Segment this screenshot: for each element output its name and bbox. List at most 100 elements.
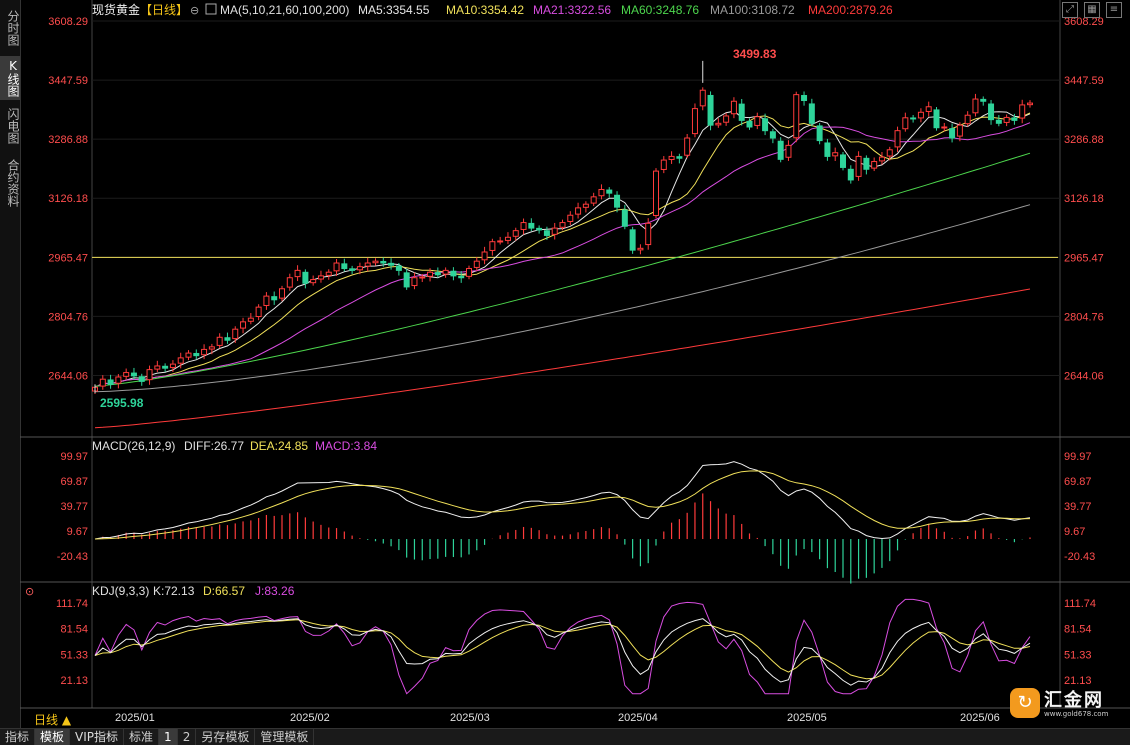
candle-body [777, 140, 784, 160]
kdj-k-line [94, 618, 1031, 686]
candle-body [403, 272, 410, 288]
candle-body [115, 376, 122, 384]
candle-body [536, 227, 543, 231]
settings-icon[interactable]: ⊖ [190, 5, 199, 17]
candle-body [169, 363, 176, 369]
candle-body [154, 365, 161, 370]
month-label: 2025/03 [450, 712, 490, 724]
candle-body [310, 279, 317, 284]
candle-body [910, 117, 917, 120]
save-template-button[interactable]: 另存模板 [196, 729, 256, 745]
price-tick-left: 3608.29 [48, 16, 88, 28]
candle-body [224, 337, 231, 341]
candle-body [146, 369, 153, 381]
candle-body [123, 372, 130, 377]
kdj-label: KDJ(9,3,3) [92, 584, 149, 598]
ma-label: MA(5,10,21,60,100,200) [220, 3, 349, 17]
layout-1-button[interactable]: 1 [159, 729, 178, 745]
kdj-tick-left: 21.13 [60, 675, 88, 687]
axis-ticks: 3608.29 3608.29 3447.59 3447.59 3286.88 3286.… [48, 16, 1104, 383]
candle-body [575, 207, 582, 215]
candle-body [162, 365, 169, 369]
layout-2-button[interactable]: 2 [178, 729, 197, 745]
macd-label: MACD(26,12,9) [92, 439, 175, 453]
candle-body [878, 156, 885, 162]
candle-body [341, 263, 348, 270]
price-tick-right: 3286.88 [1064, 134, 1104, 146]
candle-body [949, 128, 956, 139]
candle-body [863, 157, 870, 170]
candle-body [762, 118, 769, 132]
month-label: 2025/02 [290, 712, 330, 724]
kdj-tick-left: 81.54 [60, 624, 88, 636]
candle-body [676, 156, 683, 159]
candle-body [738, 103, 745, 121]
high-price-label: 3499.83 [733, 47, 777, 61]
candle-body [707, 94, 714, 126]
ma60-line [94, 152, 1031, 387]
macd-tick-right: 99.97 [1064, 451, 1092, 463]
candle-body [294, 269, 301, 278]
instrument-title: 现货黄金 [92, 2, 140, 17]
candle-body [473, 260, 480, 268]
kline-chart[interactable]: 99.97 99.97 69.87 69.87 39.77 39.77 9.67 9.67 -2… [0, 0, 1130, 728]
ma-toggle-icon[interactable] [205, 3, 217, 15]
candle-body [840, 154, 846, 168]
period-selector[interactable]: 日线 ▲ [34, 711, 71, 728]
macd-tick-left: 9.67 [67, 526, 88, 538]
month-label: 2025/01 [115, 712, 155, 724]
candle-body [723, 115, 730, 123]
kdj-j-line [94, 598, 1031, 695]
candle-body [271, 296, 278, 301]
sidebar: 分时图 K线图 闪电图 合约资料 [0, 0, 21, 728]
manage-template-button[interactable]: 管理模板 [255, 729, 315, 745]
ma21-line [94, 122, 1031, 388]
candle-body [855, 155, 862, 177]
candle-body [107, 379, 114, 385]
candle-body [388, 262, 395, 266]
template-button[interactable]: 模板 [35, 729, 71, 745]
candle-body [247, 317, 254, 322]
candle-body [528, 222, 535, 229]
list-icon[interactable]: ≡ [1106, 2, 1122, 18]
tab-lightning[interactable]: 闪电图 [6, 108, 20, 144]
candle-body [551, 227, 558, 235]
macd-tick-right: 69.87 [1064, 476, 1092, 488]
candle-body [925, 106, 932, 112]
candle-body [232, 328, 239, 340]
candle-body [582, 203, 589, 208]
macd-tick-left: 69.87 [60, 476, 88, 488]
candle-body [980, 98, 987, 102]
indicator-button[interactable]: 指标 [0, 729, 36, 745]
candle-body [466, 268, 472, 277]
candle-body [263, 295, 270, 306]
candle-body [99, 378, 106, 387]
grid-icon[interactable]: ▦ [1084, 2, 1100, 18]
ma100-line [94, 204, 1031, 393]
candle-body [201, 348, 208, 356]
candle-body [847, 168, 854, 181]
candle-body [130, 372, 137, 377]
period-tag: 【日线】 [140, 3, 188, 17]
candle-body [645, 222, 652, 246]
logo-icon: ↻ [1010, 688, 1040, 718]
tab-timeshare[interactable]: 分时图 [6, 10, 20, 46]
candle-body [793, 94, 800, 139]
tab-kline[interactable]: K线图 [0, 56, 20, 100]
candle-body [279, 288, 285, 299]
standard-button[interactable]: 标准 [124, 729, 160, 745]
candle-body [598, 188, 605, 197]
price-tick-right: 2804.76 [1064, 311, 1104, 323]
tab-contract-info[interactable]: 合约资料 [6, 159, 20, 207]
candle-body [364, 262, 371, 267]
candle-body [520, 222, 527, 230]
expand-icon[interactable]: ⤢ [1062, 2, 1078, 18]
vip-indicator-button[interactable]: VIP指标 [70, 729, 125, 745]
price-tick-left: 2965.47 [48, 252, 88, 264]
candle-body [621, 209, 628, 227]
macd-tick-right: 39.77 [1064, 501, 1092, 513]
kdj-settings-icon[interactable]: ⊙ [25, 586, 34, 598]
candle-body [1027, 102, 1033, 106]
candle-body [871, 161, 878, 169]
